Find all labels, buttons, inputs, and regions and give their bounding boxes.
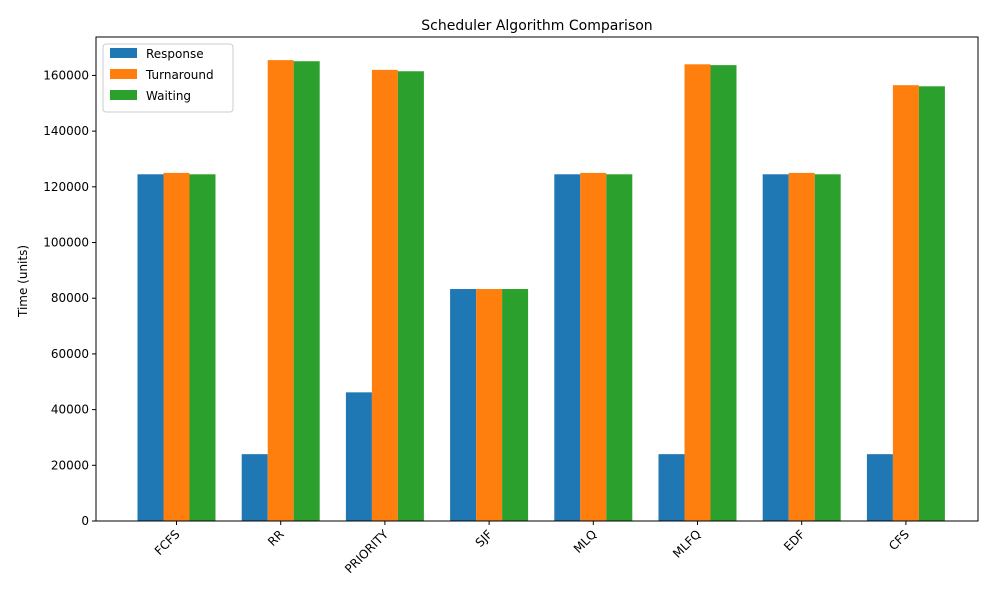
x-axis-ticks: FCFS RR PRIORITY SJF MLQ MLFQ EDF CFS — [152, 521, 912, 576]
y-tick-label: 0 — [81, 514, 89, 528]
chart-title: Scheduler Algorithm Comparison — [421, 18, 652, 34]
bar-response-edf — [762, 174, 789, 521]
legend-label-turnaround: Turnaround — [145, 68, 214, 82]
bar-response-cfs — [866, 454, 893, 521]
y-tick-label: 160000 — [43, 68, 89, 82]
bar-waiting-mlq — [606, 174, 633, 521]
x-tick-label: EDF — [781, 527, 808, 554]
y-tick-label: 40000 — [51, 403, 89, 417]
bar-waiting-rr — [293, 61, 320, 522]
legend-swatch-response — [110, 48, 137, 58]
bar-waiting-edf — [814, 174, 841, 521]
bar-turnaround-priority — [371, 69, 398, 522]
bar-waiting-mlfq — [710, 65, 737, 521]
bar-turnaround-rr — [267, 60, 294, 521]
y-tick-label: 60000 — [51, 347, 89, 361]
bar-turnaround-sjf — [476, 289, 503, 521]
bar-response-priority — [345, 392, 372, 521]
x-tick-label: MLQ — [571, 527, 600, 556]
y-tick-label: 140000 — [43, 124, 89, 138]
y-tick-label: 100000 — [43, 236, 89, 250]
x-tick-label: CFS — [886, 527, 912, 553]
y-axis-ticks: 0 20000 40000 60000 80000 100000 120000 140000 1… — [43, 68, 96, 528]
bar-waiting-cfs — [918, 86, 945, 521]
y-tick-label: 20000 — [51, 458, 89, 472]
bar-response-rr — [241, 454, 268, 521]
bar-turnaround-mlfq — [684, 64, 711, 521]
legend-swatch-turnaround — [110, 69, 137, 79]
x-tick-label: FCFS — [152, 527, 183, 558]
x-tick-label: SJF — [473, 527, 496, 550]
y-tick-label: 120000 — [43, 180, 89, 194]
bar-response-sjf — [450, 289, 477, 521]
legend-label-waiting: Waiting — [146, 89, 191, 103]
bar-waiting-sjf — [502, 289, 529, 521]
legend: Response Turnaround Waiting — [102, 43, 234, 113]
bar-turnaround-edf — [788, 172, 815, 521]
y-axis-label: Time (units) — [16, 245, 30, 318]
bar-turnaround-fcfs — [163, 172, 190, 521]
x-tick-label: PRIORITY — [342, 527, 391, 576]
bar-waiting-priority — [397, 71, 424, 521]
x-tick-label: MLFQ — [670, 527, 704, 561]
bar-response-mlq — [554, 174, 581, 521]
bars-group — [137, 60, 945, 522]
bar-response-mlfq — [658, 454, 685, 521]
legend-label-response: Response — [146, 47, 204, 61]
bar-waiting-fcfs — [189, 174, 216, 521]
x-tick-label: RR — [265, 527, 287, 549]
bar-turnaround-mlq — [580, 172, 607, 521]
y-tick-label: 80000 — [51, 291, 89, 305]
bar-response-fcfs — [137, 174, 164, 521]
plot-frame — [95, 36, 979, 522]
legend-swatch-waiting — [110, 90, 137, 100]
bar-turnaround-cfs — [892, 85, 919, 521]
